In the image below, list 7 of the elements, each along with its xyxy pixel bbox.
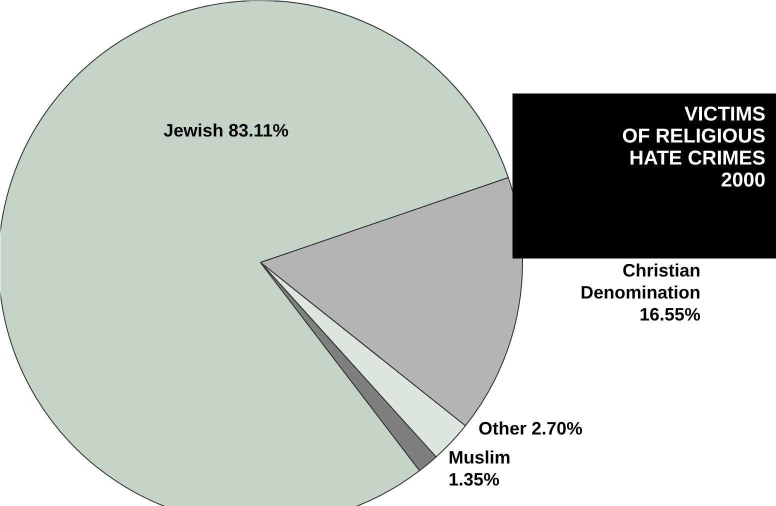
slice-label: Jewish 83.11% [164,120,289,140]
slice-label: Christian Denomination [580,260,701,302]
data-label: 1.35% [448,470,500,490]
text: VICTIMS OF RELIGIOUS HATE CRIMES 2000 [622,104,766,192]
data-label: 16.55% [639,304,701,324]
slice-label: Other 2.70% [478,418,583,438]
slice-label: Muslim [448,448,511,468]
